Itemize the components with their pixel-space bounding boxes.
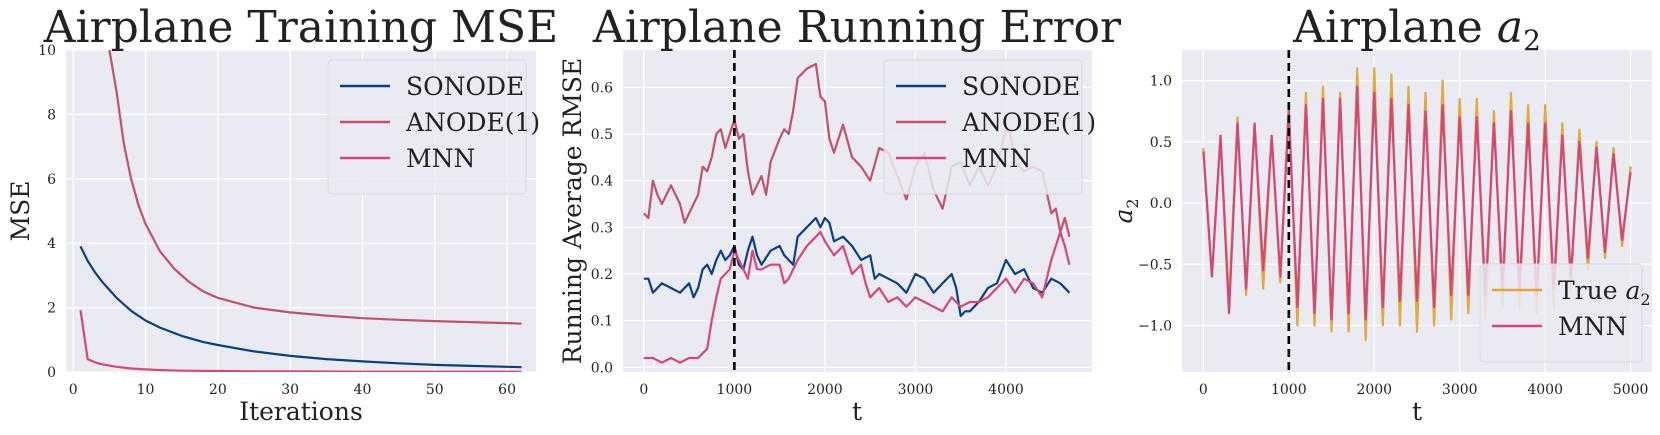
x-tick-label: 20	[209, 382, 227, 398]
y-axis-label: MSE	[6, 181, 35, 242]
legend-label: SONODE	[406, 72, 524, 101]
x-axis-label: t	[852, 397, 862, 426]
legend-box	[327, 59, 527, 195]
y-tick-label: 0.4	[591, 174, 613, 190]
x-axis-label: Iterations	[239, 397, 363, 426]
y-ticks: 0.0 0.1 0.2 0.3 0.4 0.5 0.6	[591, 80, 613, 376]
x-ticks: 0 1000 2000 3000 4000 5000	[1199, 382, 1649, 398]
series-lines	[79, 50, 522, 372]
x-tick-label: 4000	[1527, 382, 1563, 398]
x-ticks: 0 1000 2000 3000 4000	[639, 382, 1023, 398]
series-line-anode-1-	[108, 50, 522, 325]
y-tick-label: 0.5	[1150, 135, 1172, 151]
y-tick-label: 0.0	[1150, 196, 1172, 212]
chart-airplane-a2: 0 1000 2000 3000 4000 5000 −1.0−0.50.00.51.0 …	[1109, 2, 1652, 426]
y-tick-label: 1.0	[1150, 74, 1172, 90]
chart-title: Airplane Training MSE	[43, 2, 559, 53]
y-tick-label: 2	[47, 301, 56, 317]
x-tick-label: 2000	[1356, 382, 1392, 398]
chart-title: Airplane a2	[1292, 2, 1541, 57]
legend-box	[1479, 263, 1643, 363]
series-line-mnn	[643, 230, 1071, 364]
y-tick-label: 0.3	[591, 220, 613, 236]
legend-label: SONODE	[962, 72, 1080, 101]
y-tick-label: −1.0	[1138, 318, 1172, 334]
x-ticks: 0 10 20 30 40 50 60	[69, 382, 516, 398]
x-tick-label: 2000	[807, 382, 843, 398]
legend-label: True a2	[1558, 276, 1651, 309]
y-tick-label: 0.5	[591, 127, 613, 143]
x-tick-label: 0	[69, 382, 78, 398]
x-tick-label: 60	[498, 382, 516, 398]
y-tick-label: 0.1	[591, 314, 613, 330]
series-line-sonode	[643, 216, 1071, 318]
legend-label: ANODE(1)	[961, 108, 1096, 137]
x-tick-label: 0	[639, 382, 648, 398]
y-ticks: −1.0 −0.5 0.0 0.5 1.0	[1138, 74, 1172, 335]
y-tick-label: 0	[47, 365, 56, 381]
x-tick-label: 50	[426, 382, 444, 398]
legend-label: MNN	[962, 144, 1031, 173]
series-line-mnn	[79, 310, 522, 372]
legend: True a2 MNN	[1479, 263, 1651, 363]
legend-box	[883, 59, 1083, 195]
legend-label: ANODE(1)	[405, 108, 540, 137]
x-tick-label: 40	[354, 382, 372, 398]
chart-title: Airplane Running Error	[592, 2, 1122, 53]
y-tick-label: 8	[47, 107, 56, 123]
x-tick-label: 0	[1199, 382, 1208, 398]
chart-running-error: 0 1000 2000 3000 4000 0.00.10.20.30.40.50.6 …	[558, 2, 1122, 426]
y-tick-label: −0.5	[1138, 257, 1172, 273]
x-tick-label: 3000	[898, 382, 934, 398]
x-tick-label: 3000	[1442, 382, 1478, 398]
x-axis-label: t	[1412, 397, 1422, 426]
y-tick-label: 6	[47, 172, 56, 188]
y-tick-label: 0.6	[591, 80, 613, 96]
series-line-mnn	[1202, 85, 1632, 321]
x-tick-label: 1000	[1271, 382, 1307, 398]
legend-label: MNN	[1558, 312, 1627, 341]
y-tick-label: 4	[47, 236, 56, 252]
x-tick-label: 5000	[1613, 382, 1649, 398]
y-tick-label: 0.0	[591, 360, 613, 376]
x-tick-label: 10	[137, 382, 155, 398]
x-tick-label: 1000	[717, 382, 753, 398]
y-tick-label: 0.2	[591, 267, 613, 283]
y-ticks: 0 2 4 6 8 10	[38, 43, 56, 381]
x-tick-label: 30	[281, 382, 299, 398]
legend: SONODE ANODE(1) MNN	[327, 59, 540, 195]
series-lines	[1202, 50, 1632, 372]
legend: SONODE ANODE(1) MNN	[883, 59, 1096, 195]
x-tick-label: 4000	[988, 382, 1024, 398]
chart-training-mse: 0 10 20 30 40 50 60 0 2 4 6 8 10 Airplane Training …	[6, 2, 558, 426]
y-axis-label: a2	[1109, 198, 1142, 223]
y-tick-label: 10	[38, 43, 56, 59]
y-axis-label: Running Average RMSE	[558, 58, 587, 365]
series-line-sonode	[79, 245, 522, 369]
legend-label: MNN	[406, 144, 475, 173]
